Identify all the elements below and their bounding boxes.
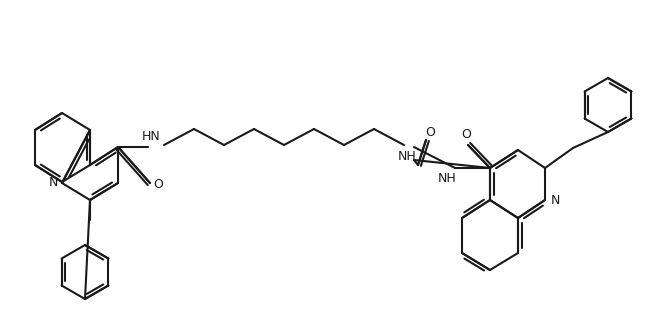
Text: N: N	[48, 177, 57, 190]
Text: NH: NH	[438, 171, 456, 184]
Text: HN: HN	[142, 131, 160, 144]
Text: NH: NH	[397, 151, 416, 164]
Text: O: O	[153, 178, 163, 191]
Text: N: N	[550, 193, 560, 206]
Text: O: O	[461, 129, 471, 142]
Text: O: O	[425, 125, 435, 138]
